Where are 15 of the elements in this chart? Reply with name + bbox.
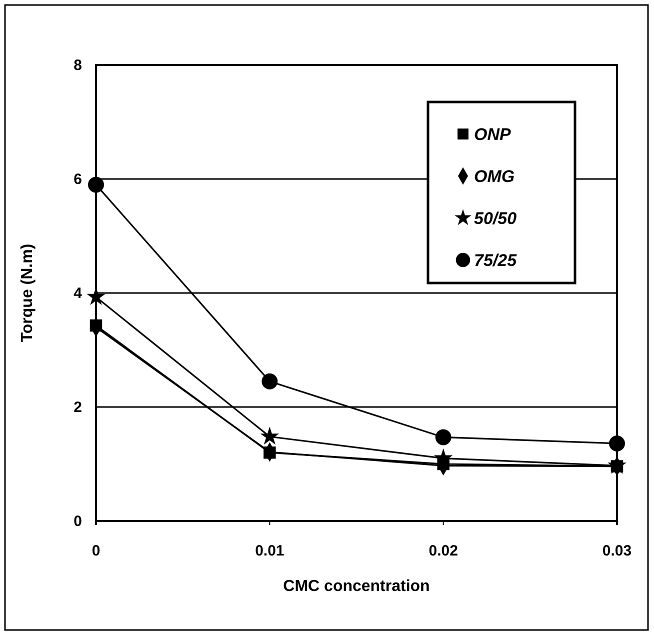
legend-label: 75/25 [474, 251, 518, 270]
x-tick-label: 0.03 [602, 542, 632, 560]
y-axis-title: Torque (N.m) [19, 244, 36, 342]
y-tick-label: 2 [74, 398, 82, 416]
y-tick-label: 0 [74, 512, 82, 530]
x-tick-label: 0 [92, 542, 100, 560]
legend-label: 50/50 [474, 209, 518, 228]
y-tick-label: 8 [74, 56, 82, 74]
y-tick-label: 4 [74, 284, 83, 302]
legend-label: OMG [474, 167, 515, 186]
legend-label: ONP [474, 125, 512, 144]
x-axis-title: CMC concentration [283, 578, 430, 595]
x-tick-label: 0.02 [428, 542, 458, 560]
x-tick-label: 0.01 [255, 542, 284, 560]
y-tick-label: 6 [74, 170, 82, 188]
